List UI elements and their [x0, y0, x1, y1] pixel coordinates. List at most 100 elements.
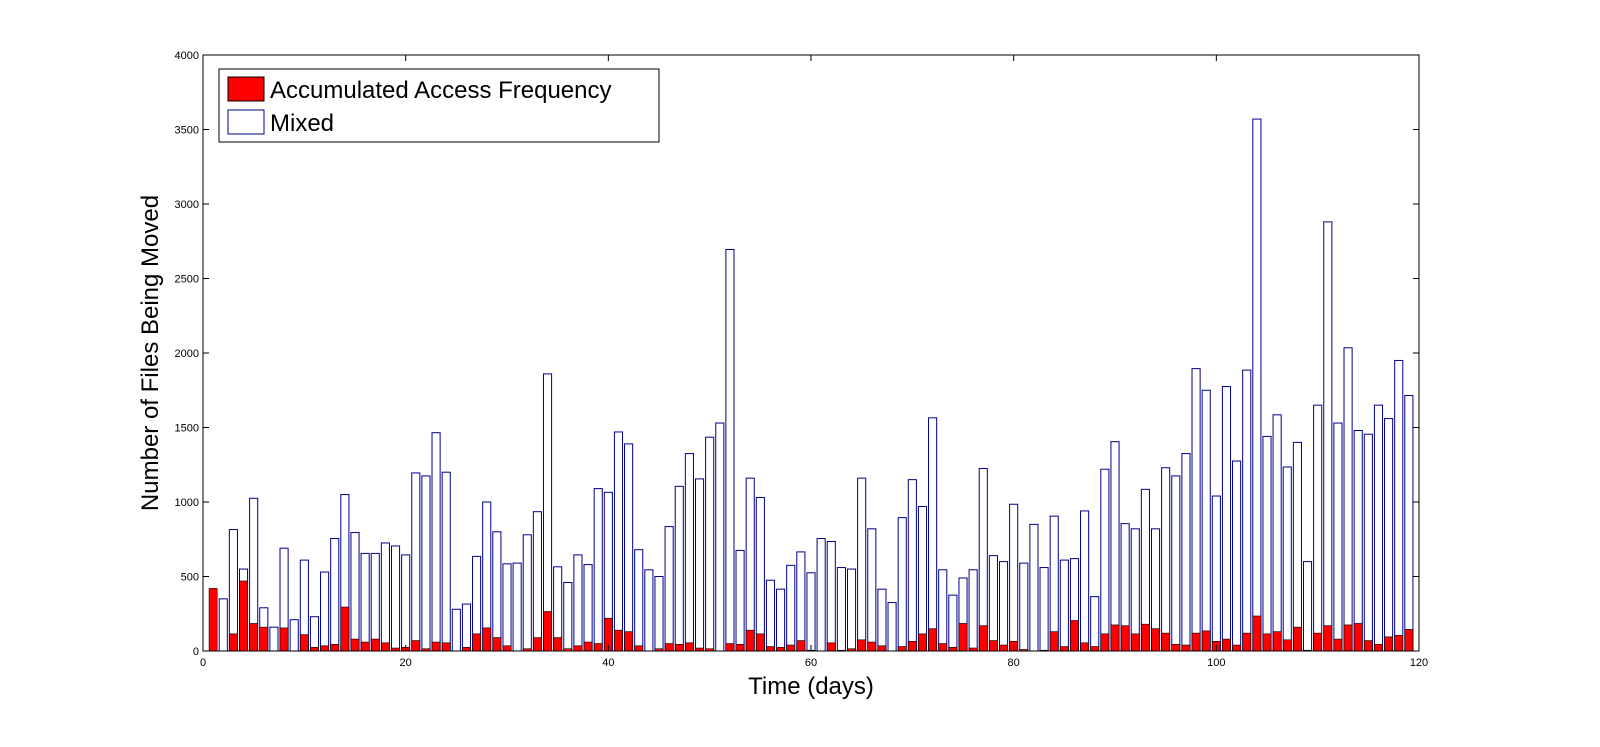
bar-mixed-54	[745, 477, 755, 652]
bar-accumulated-96	[1171, 643, 1181, 652]
bar-accumulated-54	[745, 629, 755, 652]
bar-mixed-83	[1039, 567, 1049, 652]
bar-accumulated-4	[239, 580, 248, 652]
bar-accumulated-103	[1242, 632, 1252, 652]
bar-accumulated-26	[462, 646, 471, 652]
bar-mixed-98	[1191, 368, 1201, 652]
bar-accumulated-47	[674, 643, 684, 652]
bar-mixed-85	[1059, 559, 1069, 652]
bar-accumulated-87	[1080, 642, 1089, 652]
bar-mixed-111	[1323, 221, 1333, 652]
bar-mixed-67	[877, 588, 887, 652]
bar-mixed-30	[502, 563, 512, 652]
bar-mixed-2	[218, 598, 228, 652]
bar-accumulated-112	[1333, 638, 1343, 652]
legend-swatch-mixed	[227, 109, 265, 135]
bar-mixed-48	[684, 453, 694, 652]
bar-accumulated-42	[624, 631, 633, 652]
bar-accumulated-17	[370, 638, 380, 652]
bar-mixed-70	[907, 479, 917, 652]
bar-mixed-11	[309, 616, 320, 652]
bar-mixed-72	[928, 417, 938, 652]
bar-accumulated-95	[1161, 632, 1171, 652]
bar-mixed-43	[634, 549, 644, 652]
bar-accumulated-15	[350, 638, 360, 652]
bar-mixed-64	[846, 568, 857, 652]
bar-accumulated-67	[877, 645, 887, 652]
bar-accumulated-111	[1323, 625, 1333, 652]
bar-mixed-15	[350, 532, 360, 652]
bar-mixed-101	[1221, 386, 1232, 652]
bar-mixed-117	[1384, 418, 1394, 652]
bar-accumulated-115	[1363, 640, 1373, 652]
bar-mixed-108	[1292, 441, 1302, 652]
bar-accumulated-8	[279, 627, 289, 652]
bar-accumulated-106	[1272, 631, 1282, 652]
y-tick-label: 2500	[175, 274, 199, 286]
bar-accumulated-29	[492, 637, 502, 652]
bar-mixed-59	[796, 551, 806, 652]
bar-mixed-29	[492, 531, 502, 652]
bar-accumulated-85	[1059, 646, 1069, 652]
bar-mixed-113	[1343, 347, 1353, 652]
bar-accumulated-108	[1293, 626, 1302, 652]
y-tick-label: 0	[193, 646, 199, 658]
bar-accumulated-70	[907, 641, 917, 652]
bar-accumulated-46	[664, 643, 674, 652]
bar-mixed-44	[644, 569, 654, 652]
bar-mixed-12	[320, 571, 330, 652]
bar-accumulated-38	[583, 641, 593, 652]
bar-mixed-77	[978, 467, 988, 652]
bar-accumulated-37	[573, 645, 583, 652]
legend: Accumulated Access Frequency Mixed	[218, 68, 660, 143]
bar-accumulated-30	[502, 645, 512, 652]
y-tick-label: 3500	[175, 125, 199, 137]
bar-mixed-100	[1211, 495, 1221, 652]
bar-mixed-87	[1080, 510, 1090, 652]
bar-accumulated-27	[472, 633, 481, 652]
x-tick-label: 40	[602, 657, 614, 669]
bar-mixed-109	[1302, 561, 1313, 652]
x-tick-label: 60	[805, 657, 817, 669]
bar-mixed-23	[431, 432, 441, 652]
bar-mixed-18	[380, 542, 390, 652]
bar-accumulated-73	[938, 643, 948, 652]
bar-mixed-32	[522, 534, 532, 652]
y-axis-ticks: 0 500 1000 1500 2000 2500 3000 3500 4000	[175, 50, 1419, 658]
bar-mixed-90	[1110, 441, 1120, 652]
bar-accumulated-1	[208, 588, 218, 652]
bar-mixed-84	[1049, 515, 1059, 652]
bar-accumulated-12	[320, 645, 329, 652]
bar-mixed-95	[1161, 467, 1171, 652]
bar-mixed-17	[370, 552, 380, 652]
bar-accumulated-79	[999, 644, 1008, 652]
bar-accumulated-116	[1374, 643, 1383, 652]
bar-accumulated-18	[381, 642, 390, 652]
bar-mixed-73	[938, 569, 948, 652]
y-tick-label: 1000	[175, 497, 199, 509]
bar-mixed-42	[624, 443, 634, 652]
bar-mixed-79	[998, 561, 1009, 652]
x-axis-ticks: 0 20 40 60 80 100 120	[200, 55, 1428, 669]
bar-accumulated-90	[1110, 624, 1120, 652]
bar-accumulated-118	[1394, 635, 1404, 652]
bar-mixed-107	[1282, 466, 1292, 652]
bar-accumulated-58	[786, 644, 796, 652]
bar-accumulated-62	[826, 642, 836, 652]
bar-mixed-80	[1009, 503, 1019, 652]
x-tick-label: 20	[400, 657, 412, 669]
bar-mixed-58	[786, 564, 796, 652]
x-axis-label: Time (days)	[748, 673, 874, 700]
bar-mixed-16	[360, 552, 370, 652]
bar-accumulated-86	[1070, 620, 1079, 652]
bar-mixed-13	[330, 538, 340, 652]
legend-swatch-accumulated	[227, 76, 265, 102]
bar-mixed-66	[867, 528, 877, 652]
x-tick-label: 100	[1207, 657, 1225, 669]
bar-accumulated-34	[543, 611, 552, 652]
bar-accumulated-13	[330, 643, 340, 652]
bar-mixed-31	[512, 562, 522, 652]
bar-mixed-56	[765, 579, 776, 652]
bar-mixed-82	[1029, 523, 1039, 652]
